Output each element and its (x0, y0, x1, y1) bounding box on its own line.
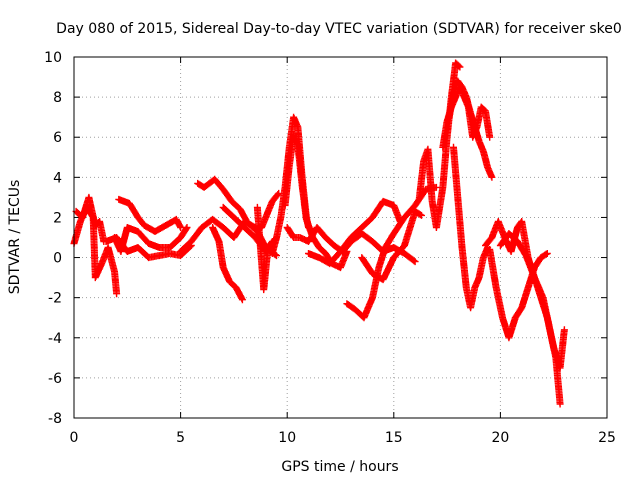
series-markers (115, 195, 185, 235)
y-tick-label: -2 (48, 291, 62, 307)
series-track-k (281, 131, 351, 272)
series-markers (486, 246, 551, 342)
y-tick-label: -8 (48, 411, 62, 427)
series-markers (445, 77, 496, 181)
series-markers (102, 234, 195, 262)
plot-frame (73, 56, 608, 419)
x-axis-label: GPS time / hours (281, 459, 398, 475)
y-tick-label: 0 (53, 251, 62, 267)
series-markers (358, 207, 425, 284)
y-tick-label: -4 (48, 331, 62, 347)
x-tick-label: 0 (70, 430, 79, 446)
series-markers (72, 193, 108, 245)
series-track-v (496, 230, 564, 408)
x-tick-labels: 0 5 10 15 20 25 (70, 430, 616, 446)
series-track-d (115, 195, 185, 235)
series-track-m (305, 197, 404, 268)
series-track-r (445, 77, 496, 181)
series-track-o (358, 207, 425, 284)
x-tick-label: 5 (176, 430, 185, 446)
series-markers (281, 131, 351, 272)
y-tick-label: 2 (53, 210, 62, 226)
y-axis-label: SDTVAR / TECUs (7, 180, 23, 295)
y-tick-label: 6 (53, 130, 62, 146)
series-track-b (72, 193, 108, 245)
chart-title: Day 080 of 2015, Sidereal Day-to-day VTE… (56, 21, 622, 37)
y-tick-label: 8 (53, 90, 62, 106)
y-tick-label: -6 (48, 371, 62, 387)
series-markers (496, 230, 564, 408)
y-tick-label: 10 (44, 50, 62, 66)
series-markers (450, 143, 492, 312)
data-points (70, 59, 568, 408)
y-tick-label: 4 (53, 170, 62, 186)
x-tick-label: 25 (598, 430, 616, 446)
series-markers (209, 224, 246, 304)
series-markers (305, 197, 404, 268)
x-tick-label: 20 (491, 430, 509, 446)
series-track-e (102, 234, 195, 262)
x-tick-label: 10 (278, 430, 296, 446)
series-track-h (209, 224, 246, 304)
y-tick-labels: -8 -6 -4 -2 0 2 4 6 8 10 (44, 50, 62, 427)
series-track-u (486, 246, 551, 342)
series-track-s (450, 143, 492, 312)
x-tick-label: 15 (385, 430, 403, 446)
